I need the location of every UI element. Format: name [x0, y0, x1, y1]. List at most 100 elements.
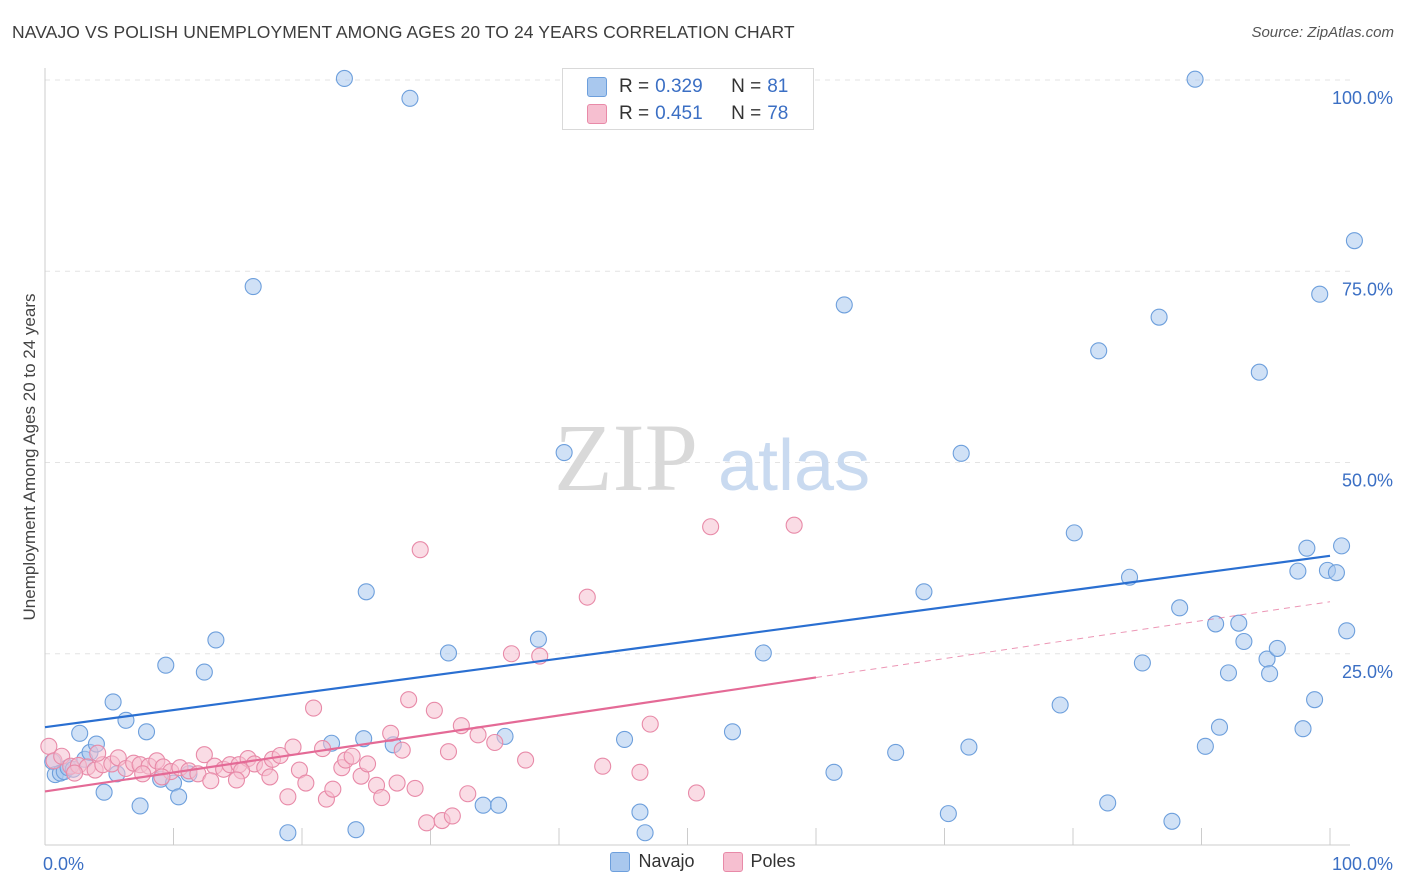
navajo-point — [615, 730, 634, 748]
poles-point — [517, 751, 535, 769]
navajo-point — [529, 630, 547, 648]
poles-point — [358, 755, 377, 773]
poles-point — [373, 789, 391, 807]
legend-label-poles: Poles — [750, 851, 796, 871]
navajo-point — [636, 824, 654, 842]
navajo-point — [1298, 539, 1316, 557]
poles-point — [134, 765, 152, 783]
poles-point — [393, 741, 411, 759]
navajo-point — [1338, 622, 1356, 640]
navajo-point — [95, 783, 113, 801]
poles-point — [202, 772, 220, 790]
stats-row-navajo: R = 0.329 N = 81 — [587, 74, 788, 100]
poles-point — [343, 747, 361, 765]
series-legend: Navajo Poles — [0, 851, 1406, 872]
navajo-point — [723, 723, 742, 741]
navajo-point — [1219, 664, 1238, 682]
navajo-point — [137, 723, 156, 741]
poles-point — [594, 757, 612, 775]
navajo-point — [754, 644, 772, 662]
legend-label-navajo: Navajo — [638, 851, 695, 871]
navajo-point — [952, 444, 970, 462]
navajo-point — [1333, 537, 1351, 555]
stats-row-poles: R = 0.451 N = 78 — [587, 101, 788, 127]
labels-layer: 25.0% 50.0% 75.0% 100.0% 0.0% 100.0% Unemploym… — [20, 88, 1393, 874]
n-value: 81 — [767, 76, 789, 97]
navajo-point — [1230, 614, 1248, 632]
navajo-point — [490, 796, 508, 814]
navajo-point — [1163, 812, 1181, 830]
poles-point — [227, 771, 246, 789]
poles-point — [418, 814, 436, 832]
navajo-point — [1311, 285, 1329, 303]
navajo-point — [104, 693, 122, 711]
poles-point — [425, 701, 443, 719]
navajo-point — [1133, 654, 1151, 672]
poles-point — [297, 774, 315, 792]
navajo-point — [1196, 737, 1214, 755]
poles-point — [785, 516, 803, 534]
n-label: N = — [731, 76, 762, 97]
poles-trend-line — [44, 676, 817, 793]
poles-point — [89, 744, 107, 762]
navajo-point — [1268, 639, 1286, 657]
navajo-point — [131, 797, 149, 815]
navajo-point — [71, 724, 89, 742]
poles-point — [443, 807, 461, 825]
navajo-point — [207, 631, 225, 649]
poles-point — [279, 788, 297, 806]
watermark-atlas: atlas — [718, 426, 870, 506]
navajo-point — [631, 803, 649, 821]
n-value: 78 — [767, 103, 789, 124]
poles-point — [641, 715, 659, 733]
poles-point — [261, 768, 279, 786]
stats-legend: R = 0.329 N = 81 R = 0.451 N = 78 — [562, 68, 814, 130]
navajo-point — [439, 644, 458, 662]
axes-layer — [44, 68, 1350, 846]
navajo-point — [157, 656, 175, 674]
legend-item-poles[interactable]: Poles — [722, 851, 796, 872]
navajo-point — [195, 663, 213, 681]
poles-point — [502, 645, 521, 663]
navajo-point — [1150, 308, 1168, 326]
navajo-trend-line — [44, 554, 1331, 729]
poles-point — [153, 768, 171, 786]
navajo-point — [1099, 794, 1117, 812]
navajo-point — [1207, 615, 1225, 633]
navajo-point — [170, 788, 188, 806]
poles-point — [406, 779, 424, 797]
navajo-point — [1051, 696, 1069, 714]
navajo-point — [1261, 665, 1279, 683]
poles-point — [284, 738, 302, 756]
poles-point — [578, 588, 596, 606]
navajo-point — [555, 444, 573, 462]
r-label: R = — [619, 103, 650, 124]
navajo-point — [1250, 363, 1268, 381]
navajo-point — [1306, 691, 1324, 709]
poles-swatch — [722, 851, 743, 872]
navajo-point — [939, 805, 957, 823]
chart-title: NAVAJO VS POLISH UNEMPLOYMENT AMONG AGES… — [12, 22, 795, 42]
navajo-point — [835, 296, 853, 314]
y-tick-label: 25.0% — [1342, 662, 1393, 682]
legend-item-navajo[interactable]: Navajo — [610, 851, 695, 872]
poles-point — [459, 785, 477, 803]
trend-layer — [44, 554, 1331, 793]
navajo-point — [915, 583, 933, 601]
source-label[interactable]: Source: ZipAtlas.com — [1251, 24, 1394, 41]
poles-point — [324, 780, 342, 798]
navajo-point — [279, 824, 297, 842]
poles-point — [687, 784, 706, 802]
r-label: R = — [619, 76, 650, 97]
navajo-point — [1186, 70, 1204, 88]
poles-point — [305, 699, 323, 717]
navajo-point — [887, 743, 905, 761]
navajo-point — [335, 69, 353, 88]
navajo-point — [960, 738, 978, 756]
x-tick-label: 0.0% — [43, 854, 84, 874]
grid-layer — [45, 79, 1350, 655]
r-value: 0.329 — [655, 76, 703, 97]
poles-point — [195, 746, 213, 764]
